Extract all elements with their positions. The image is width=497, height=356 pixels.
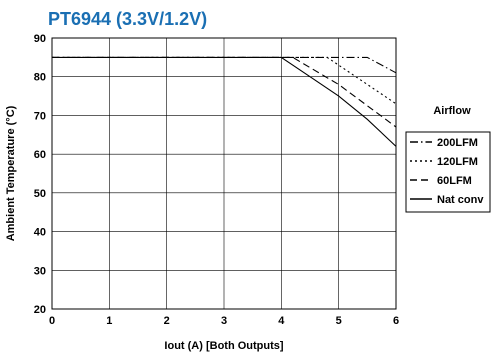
x-tick-label: 0 xyxy=(49,315,55,327)
y-tick-label: 50 xyxy=(34,188,46,200)
plot-area-frame xyxy=(51,37,397,310)
grid-lines xyxy=(51,37,397,310)
legend-label: 60LFM xyxy=(437,175,472,187)
y-tick-label: 40 xyxy=(34,227,46,239)
legend-title: Airflow xyxy=(433,105,471,117)
chart-title: PT6944 (3.3V/1.2V) xyxy=(48,9,207,29)
y-tick-label: 20 xyxy=(34,304,46,316)
series-line-nat-conv xyxy=(52,56,397,147)
series-line-60lfm xyxy=(52,56,397,128)
legend: 200LFM 120LFM 60LFM Nat conv xyxy=(405,131,491,213)
y-tick-label: 60 xyxy=(34,149,46,161)
y-tick-label: 70 xyxy=(34,110,46,122)
legend-label: 120LFM xyxy=(437,156,478,168)
x-tick-label: 6 xyxy=(393,315,399,327)
y-axis-label: Ambient Temperature (°C) xyxy=(5,105,17,241)
legend-label: 200LFM xyxy=(437,137,478,149)
x-axis-label: Iout (A) [Both Outputs] xyxy=(164,340,283,352)
y-tick-label: 80 xyxy=(34,72,46,84)
x-tick-labels: 0 1 2 3 4 5 6 xyxy=(49,315,399,327)
x-tick-label: 1 xyxy=(106,315,112,327)
y-tick-labels: 20 30 40 50 60 70 80 90 xyxy=(34,33,46,316)
y-tick-label: 90 xyxy=(34,33,46,45)
legend-label: Nat conv xyxy=(437,194,484,206)
y-tick-label: 30 xyxy=(34,265,46,277)
x-tick-label: 4 xyxy=(278,315,285,327)
x-tick-label: 3 xyxy=(221,315,227,327)
x-tick-label: 5 xyxy=(336,315,342,327)
x-tick-label: 2 xyxy=(164,315,170,327)
series-lines xyxy=(52,56,397,147)
